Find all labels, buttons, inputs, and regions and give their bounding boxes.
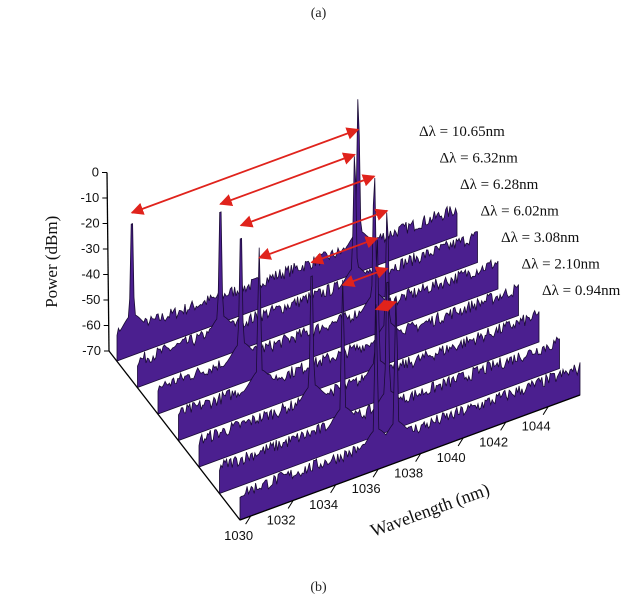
- delta-lambda-label-1: Δλ = 0.94nm: [542, 283, 621, 299]
- spectrum-trace-3: [198, 240, 540, 468]
- x-tick-mark: [500, 422, 507, 431]
- y-tick-label: -50: [82, 292, 101, 307]
- y-axis-line: [106, 172, 110, 352]
- x-tick-mark: [415, 453, 422, 462]
- delta-lambda-label-4: Δλ = 6.02nm: [481, 204, 560, 220]
- x-tick-label: 1042: [479, 434, 508, 449]
- x-tick-mark: [330, 484, 337, 494]
- spectrum-trace-2: [219, 279, 560, 495]
- separation-arrow-7: [130, 127, 360, 215]
- x-tick-label: 1034: [309, 497, 338, 512]
- x-tick-label: 1032: [267, 512, 296, 527]
- y-tick-label: -40: [81, 267, 100, 282]
- x-axis-line: [239, 394, 581, 521]
- spectrum-trace-5: [157, 177, 499, 415]
- y-tick-label: -70: [82, 343, 101, 358]
- depth-axis-line: [108, 350, 241, 521]
- x-tick-label: 1040: [437, 450, 466, 465]
- axes-layer: [102, 172, 581, 525]
- spectrum-trace-1: [239, 297, 581, 521]
- arrows-layer: [130, 127, 398, 312]
- x-tick-label: 1030: [224, 528, 253, 543]
- y-axis-title: Power (dBm): [42, 216, 61, 308]
- y-tick-label: 0: [92, 165, 99, 180]
- panel-label-b: (b): [310, 580, 327, 595]
- x-tick-label: 1038: [394, 466, 423, 481]
- x-tick-mark: [245, 515, 252, 525]
- x-axis-title: Wavelength (nm): [368, 479, 493, 541]
- spectrum-trace-4: [178, 212, 519, 442]
- y-tick-label: -30: [81, 241, 100, 256]
- x-tick-label: 1044: [522, 419, 551, 434]
- y-tick-label: -20: [81, 216, 100, 231]
- delta-lambda-label-5: Δλ = 6.28nm: [460, 177, 539, 193]
- traces-layer: [116, 99, 581, 521]
- separation-arrow-6: [219, 152, 356, 207]
- delta-lambda-label-6: Δλ = 6.32nm: [440, 151, 519, 167]
- x-tick-mark: [287, 500, 294, 509]
- y-tick-label: -60: [82, 318, 101, 333]
- panel-label-a: (a): [310, 6, 327, 21]
- x-tick-mark: [457, 437, 464, 447]
- x-tick-mark: [372, 468, 379, 478]
- y-tick-label: -10: [80, 190, 99, 205]
- spectrum-trace-6: [137, 156, 478, 389]
- delta-lambda-label-2: Δλ = 2.10nm: [522, 257, 601, 273]
- separation-arrow-1: [374, 299, 398, 312]
- delta-lambda-label-3: Δλ = 3.08nm: [501, 230, 580, 246]
- x-tick-label: 1036: [352, 481, 381, 496]
- x-tick-mark: [542, 406, 549, 415]
- delta-lambda-label-7: Δλ = 10.65nm: [419, 124, 505, 140]
- separation-arrow-2: [341, 266, 389, 287]
- spectrum-trace-7: [116, 99, 458, 362]
